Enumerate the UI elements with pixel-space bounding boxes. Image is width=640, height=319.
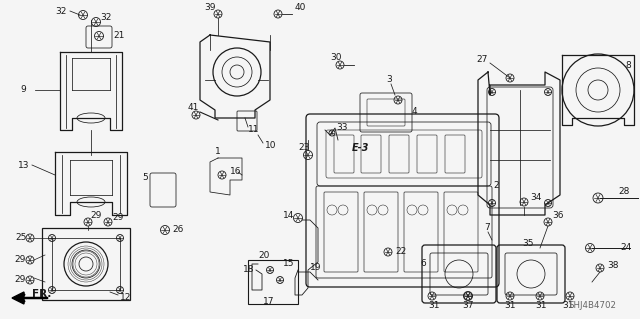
Bar [52,238,120,290]
Text: 17: 17 [263,298,275,307]
Text: 29: 29 [90,211,101,220]
Text: 8: 8 [625,61,631,70]
Text: 22: 22 [395,248,406,256]
Text: 13: 13 [18,160,29,169]
Bar [42,228,130,300]
Text: 31: 31 [535,300,547,309]
Text: 32: 32 [100,12,111,21]
Text: 38: 38 [607,261,618,270]
Text: 40: 40 [295,4,307,12]
Text: 41: 41 [188,103,200,113]
Text: 18: 18 [243,265,255,275]
Text: 12: 12 [120,293,131,302]
Text: 27: 27 [476,56,488,64]
Bar [248,260,298,304]
Text: 6: 6 [420,258,426,268]
Text: 36: 36 [552,211,563,220]
Text: 32: 32 [55,6,67,16]
Text: 33: 33 [336,122,348,131]
Text: E-3: E-3 [352,143,369,153]
Text: 39: 39 [204,4,216,12]
Text: 26: 26 [172,226,184,234]
Text: 19: 19 [310,263,321,272]
Text: 11: 11 [248,125,259,135]
Text: 10: 10 [265,142,276,151]
Text: 31: 31 [562,300,573,309]
Text: 5: 5 [142,174,148,182]
Text: 25: 25 [15,234,26,242]
Text: 14: 14 [283,211,294,219]
Text: 9: 9 [20,85,26,94]
Text: 24: 24 [620,243,631,253]
Text: 34: 34 [530,194,541,203]
Text: 31: 31 [428,300,440,309]
Text: 3: 3 [386,76,392,85]
Text: 29: 29 [112,212,124,221]
Text: 7: 7 [484,224,490,233]
Text: 21: 21 [113,31,124,40]
Text: 23: 23 [298,144,309,152]
Polygon shape [12,292,24,304]
Text: 31: 31 [504,300,515,309]
Text: SHJ4B4702: SHJ4B4702 [568,300,616,309]
Text: 4: 4 [412,108,418,116]
Text: 2: 2 [493,181,499,189]
Text: 16: 16 [230,167,241,176]
Text: 29: 29 [14,276,26,285]
Text: 20: 20 [258,251,269,261]
Text: 1: 1 [215,147,221,157]
Text: FR.: FR. [32,289,51,299]
Text: 30: 30 [330,54,342,63]
Text: 37: 37 [462,300,474,309]
Text: 29: 29 [14,256,26,264]
Text: 28: 28 [618,188,629,197]
Text: 35: 35 [522,240,534,249]
Text: 15: 15 [283,258,294,268]
